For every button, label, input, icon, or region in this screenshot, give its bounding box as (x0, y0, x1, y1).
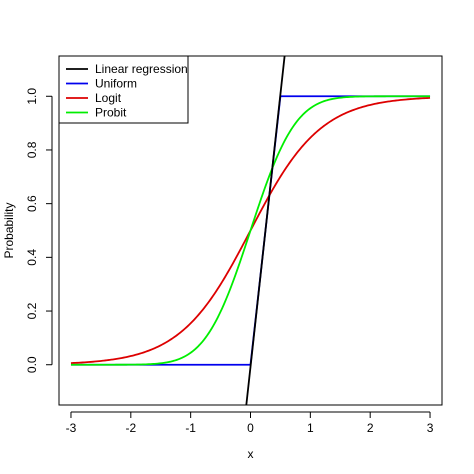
y-axis-label: Probability (2, 202, 16, 258)
y-tick-label: 0.6 (25, 195, 39, 212)
x-axis-label: x (248, 447, 254, 461)
series-line-linear-regression (245, 56, 286, 405)
y-tick-label: 1.0 (25, 88, 39, 105)
plot-frame (58, 55, 443, 406)
legend-label: Linear regression (95, 62, 188, 76)
legend-label: Probit (95, 106, 127, 120)
x-tick-label: 1 (307, 421, 314, 435)
series-layer (70, 56, 431, 405)
x-tick-label: 0 (247, 421, 254, 435)
x-tick-label: -1 (185, 421, 196, 435)
x-axis: -3 -2 -1 0 1 2 3 (66, 411, 434, 435)
y-tick-label: 0.0 (25, 356, 39, 373)
x-tick-label: 2 (367, 421, 374, 435)
x-tick-label: 3 (427, 421, 434, 435)
legend-label: Logit (95, 91, 122, 105)
y-tick-label: 0.4 (25, 249, 39, 266)
y-tick-label: 0.2 (25, 302, 39, 319)
series-line-probit (70, 95, 431, 366)
legend-label: Uniform (95, 77, 137, 91)
y-tick-label: 0.8 (25, 141, 39, 158)
x-tick-label: -2 (125, 421, 136, 435)
y-axis: 0.0 0.2 0.4 0.6 0.8 1.0 (25, 88, 53, 373)
x-tick-label: -3 (66, 421, 77, 435)
